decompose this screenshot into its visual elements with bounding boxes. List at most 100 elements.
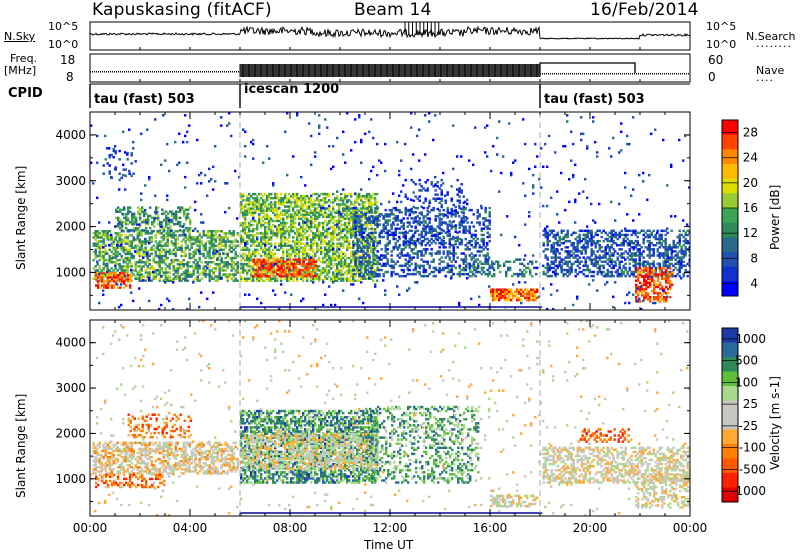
heat-cell (258, 261, 261, 264)
heat-cell (232, 240, 235, 243)
heat-cell (198, 234, 201, 237)
heat-cell (240, 234, 243, 237)
heat-cell (470, 252, 473, 255)
heat-cell (250, 271, 253, 274)
heat-cell (360, 215, 363, 218)
heat-cell (382, 215, 385, 218)
heat-cell (208, 275, 211, 278)
heat-cell (270, 225, 273, 229)
heat-cell (382, 256, 385, 259)
heat-cell (342, 242, 345, 245)
heat-cell (326, 215, 329, 219)
heat-cell (404, 242, 407, 246)
heat-cell (274, 242, 277, 245)
heat-cell (482, 237, 485, 241)
heat-cell (398, 252, 401, 255)
heat-cell (298, 274, 301, 278)
heat-cell (118, 236, 121, 239)
heat-cell (354, 254, 357, 258)
heat-cell (424, 248, 427, 251)
heat-cell (484, 219, 487, 222)
heat-cell (124, 267, 127, 270)
heat-cell (326, 223, 329, 227)
heat-cell (386, 260, 389, 263)
heat-cell (460, 189, 463, 192)
heat-cell (434, 197, 437, 200)
heat-cell (120, 234, 123, 237)
heat-cell (412, 248, 415, 251)
heat-cell (476, 217, 479, 220)
heat-cell (280, 246, 283, 249)
heat-cell (128, 240, 131, 243)
heat-cell (438, 268, 441, 272)
heat-cell (94, 269, 97, 272)
freq-dot (178, 71, 179, 73)
heat-cell (296, 272, 299, 276)
heat-cell (294, 195, 297, 198)
heat-cell (408, 214, 411, 217)
heat-cell (368, 273, 371, 276)
heat-cell (184, 242, 187, 245)
heat-cell (218, 230, 221, 233)
heat-cell (127, 218, 130, 222)
heat-cell (370, 211, 373, 214)
heat-cell (120, 265, 123, 268)
heat-cell (444, 266, 447, 270)
heat-cell (288, 236, 291, 239)
heat-cell (342, 201, 345, 204)
nave-trace (539, 62, 636, 73)
heat-cell (240, 277, 243, 280)
freq-dot (120, 71, 121, 73)
heat-cell (232, 244, 235, 247)
heat-cell (370, 240, 373, 243)
heat-cell (120, 256, 123, 260)
heat-cell (242, 207, 245, 210)
heat-cell (174, 238, 177, 241)
heat-cell (166, 275, 169, 278)
heat-cell (420, 264, 423, 268)
heat-cell (272, 277, 275, 280)
heat-cell (454, 266, 457, 270)
heat-cell (478, 215, 481, 218)
heat-cell (324, 240, 327, 243)
heat-cell (117, 218, 120, 222)
power-panel (90, 112, 690, 310)
heat-cell (440, 228, 443, 231)
heat-cell (308, 234, 311, 237)
heat-cell (302, 236, 305, 239)
heat-cell (164, 263, 167, 266)
heat-cell (156, 254, 159, 258)
heat-cell (190, 244, 193, 247)
heat-cell (294, 252, 297, 256)
heat-cell (320, 192, 323, 196)
heat-cell (234, 263, 237, 266)
heat-cell (336, 209, 339, 212)
heat-cell (190, 273, 193, 276)
heat-cell (344, 265, 347, 268)
heat-cell (404, 274, 407, 278)
heat-cell (258, 258, 261, 261)
heat-cell (360, 248, 363, 251)
heat-cell (362, 207, 365, 210)
heat-cell (186, 265, 189, 268)
heat-cell (278, 215, 281, 219)
heat-cell (372, 254, 375, 258)
heat-cell (294, 211, 297, 214)
heat-cell (523, 258, 526, 261)
heat-cell (320, 221, 323, 225)
heat-cell (186, 238, 189, 241)
heat-cell (374, 272, 377, 276)
heat-cell (475, 258, 478, 261)
heat-cell (278, 199, 281, 202)
heat-cell (248, 248, 251, 252)
heat-cell (128, 248, 131, 252)
heat-cell (198, 248, 201, 252)
heat-cell (310, 265, 313, 268)
heat-cell (184, 240, 187, 243)
heat-cell (292, 250, 295, 254)
heat-cell (534, 296, 537, 300)
heat-cell (462, 227, 465, 230)
heat-cell (108, 248, 111, 252)
heat-cell (222, 240, 225, 243)
heat-cell (428, 266, 431, 270)
